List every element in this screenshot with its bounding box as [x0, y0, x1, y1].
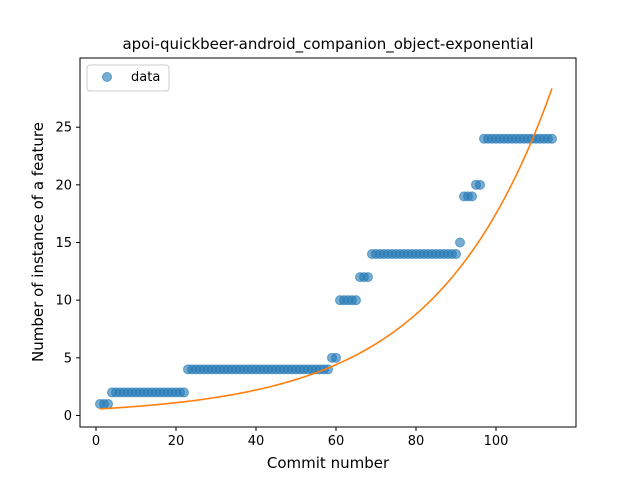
data-point — [179, 387, 189, 398]
data-point — [547, 133, 557, 144]
data-point — [351, 295, 361, 306]
x-tick-label: 60 — [328, 434, 345, 449]
y-tick-label: 5 — [64, 351, 72, 366]
x-tick-label: 40 — [248, 434, 265, 449]
data-point — [363, 272, 373, 283]
y-tick-label: 10 — [55, 294, 72, 309]
fit-line — [99, 88, 553, 410]
x-tick-label: 20 — [168, 434, 185, 449]
series-layer — [95, 88, 557, 410]
y-tick-label: 25 — [55, 121, 72, 136]
x-tick-label: 100 — [484, 434, 509, 449]
data-point — [455, 237, 465, 248]
y-axis-label: Number of instance of a feature — [29, 122, 47, 362]
y-axis-ticks: 0 5 10 15 20 25 — [55, 121, 80, 424]
y-tick-label: 0 — [64, 409, 72, 424]
y-tick-label: 15 — [55, 236, 72, 251]
data-point — [467, 191, 477, 202]
legend-marker — [102, 72, 112, 82]
legend-label: data — [131, 70, 160, 85]
data-point — [475, 179, 485, 190]
chart-title: apoi-quickbeer-android_companion_object-… — [122, 35, 533, 54]
x-axis-ticks: 0 20 40 60 80 100 — [92, 427, 509, 449]
x-axis-label: Commit number — [267, 454, 390, 472]
x-tick-label: 80 — [408, 434, 425, 449]
legend-box — [86, 64, 170, 92]
y-tick-label: 20 — [55, 178, 72, 193]
data-point — [451, 249, 461, 260]
legend: data — [86, 64, 170, 92]
x-tick-label: 0 — [92, 434, 100, 449]
plot-area: 0 20 40 60 80 100 0 5 10 15 20 25 — [55, 57, 577, 449]
data-point — [103, 398, 113, 409]
data-point — [331, 352, 341, 363]
